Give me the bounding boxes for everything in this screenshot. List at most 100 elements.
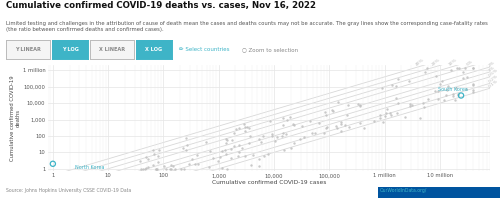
Point xyxy=(452,66,460,69)
Point xyxy=(209,156,217,160)
Point xyxy=(227,156,235,159)
Point xyxy=(452,98,460,101)
Point xyxy=(290,142,298,145)
Point xyxy=(235,150,243,153)
Point xyxy=(144,165,152,168)
Text: X LINEAR: X LINEAR xyxy=(99,47,125,52)
Point xyxy=(246,142,254,145)
Point xyxy=(454,66,462,69)
Point xyxy=(381,115,389,118)
Point xyxy=(179,146,187,149)
Point xyxy=(142,166,150,169)
Point xyxy=(470,83,478,86)
Point xyxy=(440,98,448,102)
Point xyxy=(450,92,458,96)
Text: 0.1%: 0.1% xyxy=(488,79,498,89)
Point xyxy=(290,122,298,125)
Text: 0.2%: 0.2% xyxy=(488,74,498,84)
Text: Y LINEAR: Y LINEAR xyxy=(15,47,41,52)
Point xyxy=(470,88,478,91)
Text: 1%: 1% xyxy=(488,65,496,73)
Point xyxy=(214,159,222,162)
Point xyxy=(462,76,470,79)
Point xyxy=(268,134,276,138)
Point xyxy=(177,167,185,170)
Point xyxy=(382,107,390,110)
Text: OurWorldInData.org/: OurWorldInData.org/ xyxy=(380,188,427,193)
Point xyxy=(320,131,328,134)
Point xyxy=(338,122,345,126)
Point xyxy=(272,139,280,142)
Point xyxy=(260,155,268,158)
Point xyxy=(245,127,253,130)
Point xyxy=(356,104,364,107)
Point xyxy=(438,79,446,82)
Point xyxy=(329,110,337,113)
Point xyxy=(160,165,168,168)
Point xyxy=(296,138,304,141)
Text: 10%: 10% xyxy=(448,57,458,66)
Point xyxy=(280,148,288,151)
Point xyxy=(255,165,263,168)
Point xyxy=(320,110,328,113)
Point xyxy=(194,163,202,166)
Point xyxy=(166,167,174,170)
Point xyxy=(230,131,238,135)
Point xyxy=(278,134,286,137)
Point xyxy=(332,124,340,127)
Point xyxy=(324,125,332,128)
Point xyxy=(424,66,432,69)
Point xyxy=(444,85,452,88)
Point xyxy=(386,111,394,115)
Point xyxy=(341,124,349,127)
Point xyxy=(142,155,150,159)
Point xyxy=(266,120,274,123)
Point xyxy=(188,157,196,161)
Point xyxy=(246,135,254,138)
Point xyxy=(443,88,451,91)
Point xyxy=(342,114,350,117)
Point xyxy=(238,147,246,150)
Point xyxy=(442,93,450,96)
Point xyxy=(222,141,230,144)
Point xyxy=(279,124,287,127)
Point xyxy=(370,119,378,122)
Point xyxy=(394,78,402,81)
Point xyxy=(457,94,465,97)
Point xyxy=(149,163,157,166)
Point xyxy=(376,114,384,117)
Text: 5%: 5% xyxy=(466,59,473,66)
Point xyxy=(470,84,478,87)
Point xyxy=(379,120,387,124)
Point xyxy=(241,154,249,158)
Point xyxy=(182,136,190,139)
Point xyxy=(279,131,287,134)
Point xyxy=(378,87,386,90)
Point xyxy=(290,123,298,127)
Point xyxy=(234,154,241,157)
Point xyxy=(162,167,170,170)
Point xyxy=(436,83,444,86)
Point xyxy=(152,167,160,170)
Point xyxy=(300,135,308,139)
Point xyxy=(382,111,390,115)
Point xyxy=(234,126,242,129)
X-axis label: Cumulative confirmed COVID-19 cases: Cumulative confirmed COVID-19 cases xyxy=(212,180,326,186)
Point xyxy=(344,125,352,129)
Point xyxy=(180,167,188,170)
Text: Cumulative confirmed COVID-19 deaths vs. cases, Nov 16, 2022: Cumulative confirmed COVID-19 deaths vs.… xyxy=(6,1,316,10)
Point xyxy=(315,121,323,124)
Point xyxy=(224,167,232,170)
Point xyxy=(462,88,470,91)
Text: North Korea: North Korea xyxy=(75,165,104,170)
Point xyxy=(376,116,384,120)
Point xyxy=(470,66,478,69)
Point xyxy=(150,152,158,156)
Point xyxy=(256,158,264,161)
Point xyxy=(223,139,231,142)
Point xyxy=(257,141,265,144)
Point xyxy=(202,140,210,143)
Point xyxy=(248,164,256,167)
Point xyxy=(328,109,336,112)
Point xyxy=(222,137,230,140)
